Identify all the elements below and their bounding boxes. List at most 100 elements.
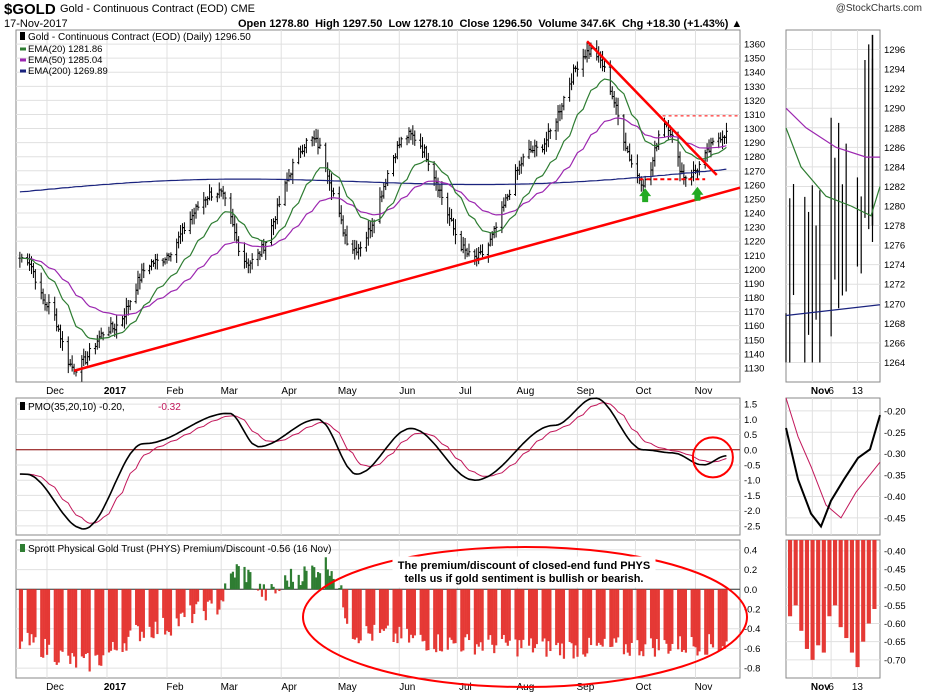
premium-bar xyxy=(595,589,598,646)
month-label: Aug xyxy=(516,386,534,397)
month-label: Jun xyxy=(399,682,415,693)
premium-bar xyxy=(100,589,103,666)
premium-tick-label: -0.8 xyxy=(744,664,760,675)
premium-bar xyxy=(543,589,546,639)
premium-bar xyxy=(651,589,655,649)
premium-bar xyxy=(284,575,287,590)
premium-bar xyxy=(245,582,248,590)
premium-bar xyxy=(500,589,504,640)
ohlc-bars xyxy=(18,40,728,382)
price-tick-label: 1330 xyxy=(744,82,765,93)
premium-bar xyxy=(237,566,240,590)
premium-bar xyxy=(330,571,333,590)
premium-bar xyxy=(338,587,341,590)
premium-bar xyxy=(315,577,318,590)
premium-bar xyxy=(527,589,531,646)
premium-bar xyxy=(582,589,585,655)
premium-bar xyxy=(45,589,49,655)
premium-bar xyxy=(423,589,426,641)
premium-bar xyxy=(140,589,144,632)
premium-bar xyxy=(121,589,124,652)
pmo-tick-label: -0.5 xyxy=(744,460,760,471)
premium-bar xyxy=(725,589,728,642)
zoom-price-tick-label: 1284 xyxy=(884,162,905,173)
premium-bar xyxy=(653,589,657,657)
premium-panel-title: Sprott Physical Gold Trust (PHYS) Premiu… xyxy=(28,544,331,555)
low-value: 1278.10 xyxy=(413,18,454,30)
premium-bar xyxy=(303,566,306,590)
premium-bar xyxy=(628,589,631,656)
premium-bar xyxy=(491,589,494,645)
premium-bar xyxy=(504,589,507,643)
premium-bar xyxy=(344,589,347,619)
symbol-title: $GOLD xyxy=(4,1,56,18)
premium-bar xyxy=(452,589,455,644)
premium-bar xyxy=(286,580,289,590)
premium-bar xyxy=(609,589,612,648)
ema200-line xyxy=(19,168,727,193)
zoom-pmo-signal-line xyxy=(785,397,881,519)
pmo-tick-label: -2.5 xyxy=(744,521,760,532)
premium-bar xyxy=(406,589,409,629)
premium-bar xyxy=(150,589,153,638)
month-label: Feb xyxy=(166,386,184,397)
legend-entry: EMA(50) 1285.04 xyxy=(28,55,102,66)
premium-bar xyxy=(649,589,653,639)
price-tick-label: 1140 xyxy=(744,349,764,360)
price-tick-label: 1300 xyxy=(744,124,765,135)
zoom-price-tick-label: 1290 xyxy=(884,104,905,115)
premium-bar xyxy=(359,589,362,641)
premium-bar xyxy=(346,589,349,624)
premium-bar xyxy=(541,589,544,642)
premium-bar xyxy=(177,589,180,627)
price-tick-label: 1210 xyxy=(744,251,765,262)
month-label: Nov xyxy=(695,682,713,693)
price-tick-label: 1310 xyxy=(744,110,765,121)
month-label: 2017 xyxy=(104,682,127,693)
premium-bar xyxy=(210,589,213,604)
premium-bar xyxy=(233,577,236,590)
premium-bar xyxy=(148,589,151,627)
premium-bar xyxy=(324,557,327,590)
panel-frame xyxy=(15,29,741,383)
premium-bar xyxy=(531,589,535,653)
premium-tick-label: -0.4 xyxy=(744,624,760,635)
zoom-price-tick-label: 1292 xyxy=(884,84,905,95)
premium-bar xyxy=(562,589,566,659)
zoom-price-tick-label: 1282 xyxy=(884,182,905,193)
chg-up-icon: ▲ xyxy=(731,18,743,30)
premium-bar xyxy=(270,584,273,590)
premium-bar xyxy=(657,589,660,651)
premium-bar xyxy=(692,589,695,647)
premium-bar xyxy=(59,589,62,651)
premium-bar xyxy=(547,589,550,642)
premium-bar xyxy=(462,589,465,651)
premium-bar xyxy=(440,589,444,652)
premium-bar xyxy=(152,589,155,639)
price-tick-label: 1320 xyxy=(744,96,765,107)
premium-bar xyxy=(533,589,537,649)
premium-bar xyxy=(466,589,469,635)
premium-bar xyxy=(355,589,358,638)
premium-bar xyxy=(55,589,58,665)
premium-bar xyxy=(698,589,701,652)
premium-bar xyxy=(413,589,416,636)
premium-bar xyxy=(411,589,415,639)
premium-bar xyxy=(202,589,205,612)
month-label: May xyxy=(338,386,357,397)
zoom-premium-tick-label: -0.60 xyxy=(884,619,906,630)
zoom-premium-bar xyxy=(866,540,871,624)
premium-bar xyxy=(589,589,593,646)
premium-bar xyxy=(365,589,368,627)
premium-bar xyxy=(516,589,519,657)
premium-bar xyxy=(638,589,641,656)
zoom-price-tick-label: 1280 xyxy=(884,202,905,213)
premium-bar xyxy=(123,589,126,644)
zoom-premium-bar xyxy=(804,540,809,649)
premium-bar xyxy=(249,572,252,590)
month-label: Mar xyxy=(221,386,239,397)
zoom-pmo-tick-label: -0.25 xyxy=(884,428,906,439)
premium-bar xyxy=(204,589,207,621)
zoom-premium-bar xyxy=(788,540,793,617)
